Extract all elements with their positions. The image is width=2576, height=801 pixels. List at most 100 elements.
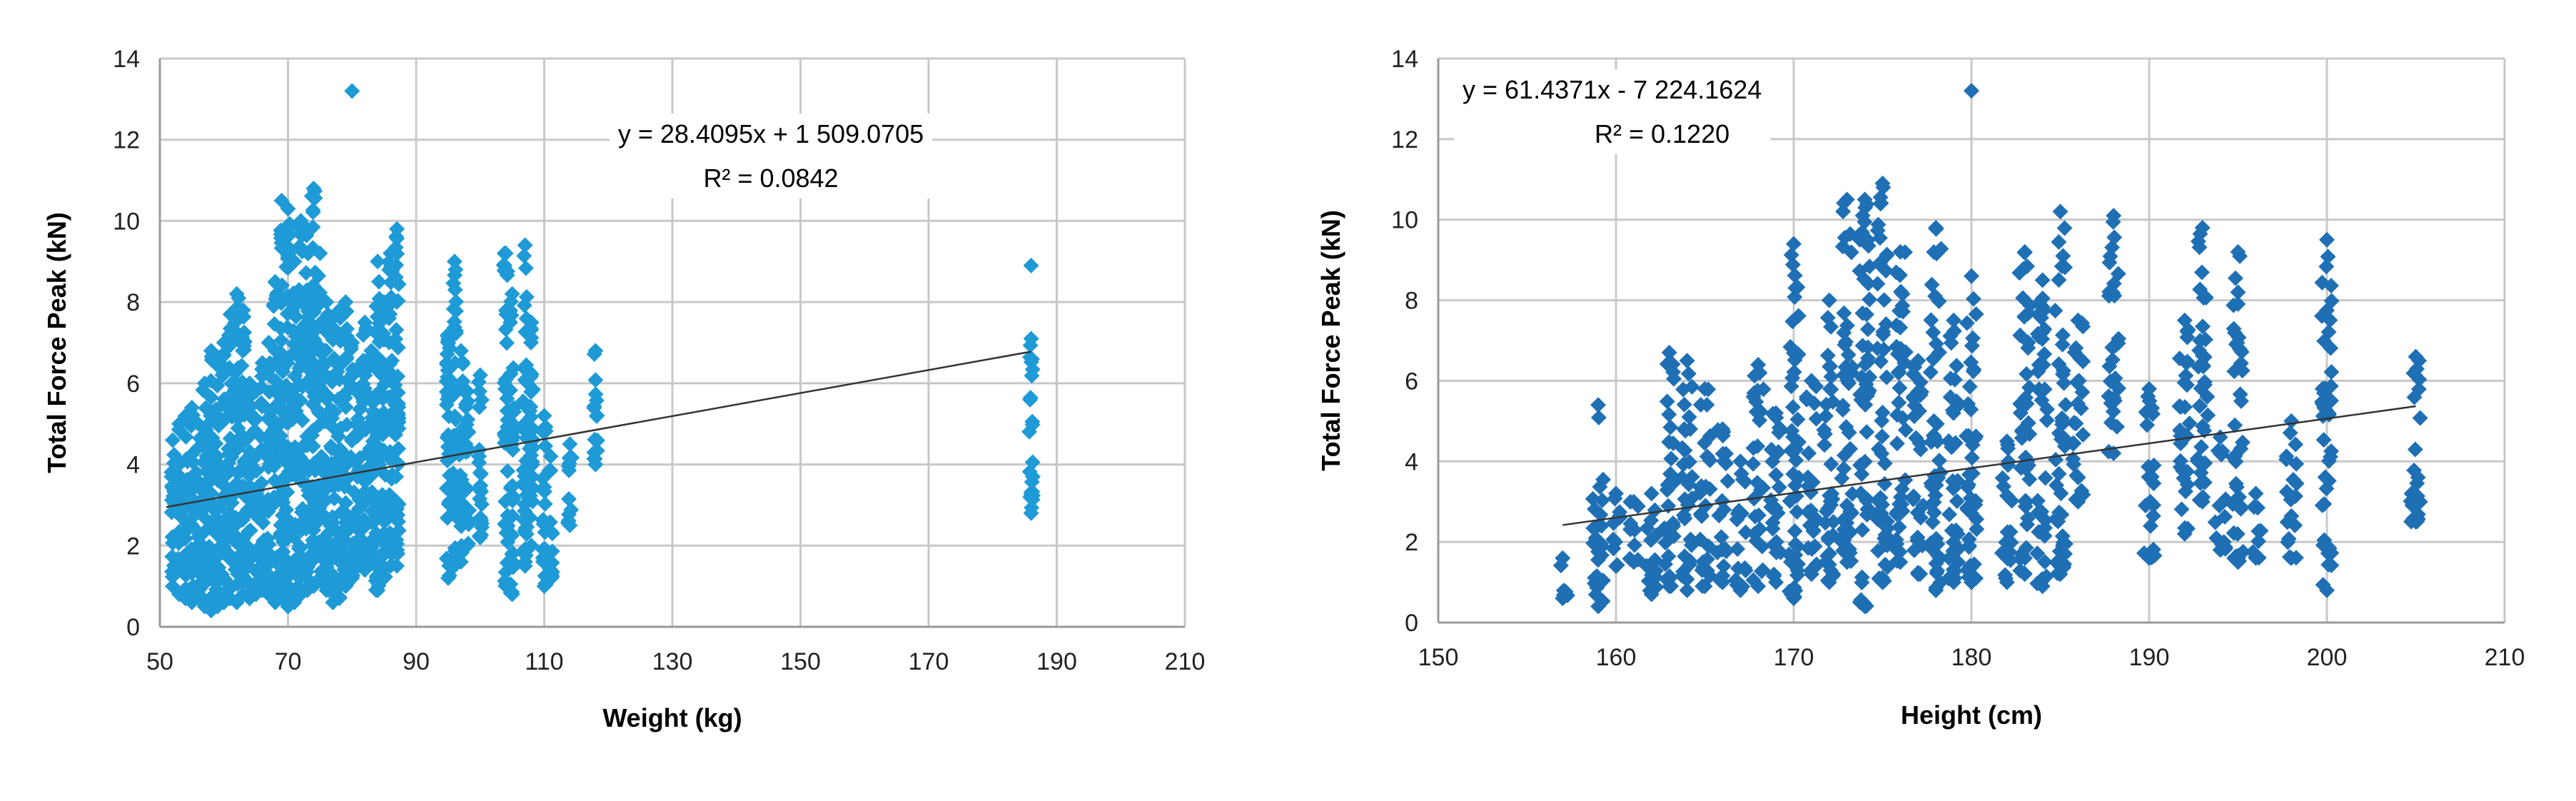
data-point <box>446 319 463 336</box>
data-point <box>1891 267 1908 283</box>
r-squared-label: R² = 0.0842 <box>703 163 838 193</box>
data-point <box>1923 497 1939 513</box>
data-point <box>2410 381 2427 398</box>
data-point <box>2012 327 2029 343</box>
data-point <box>496 263 512 279</box>
data-point <box>2055 248 2071 264</box>
data-point <box>2075 318 2091 335</box>
y-tick-label: 6 <box>126 371 140 398</box>
data-point <box>323 401 339 418</box>
data-point <box>1928 555 1944 572</box>
data-point <box>2197 331 2213 348</box>
data-point <box>2034 573 2050 590</box>
data-point <box>1926 244 1942 261</box>
data-point <box>1661 406 1677 423</box>
data-point <box>1594 538 1610 555</box>
data-point <box>1643 512 1660 528</box>
data-point <box>1842 440 1859 457</box>
data-point <box>1852 226 1868 243</box>
data-point <box>350 500 367 517</box>
data-point <box>2034 272 2051 288</box>
data-point <box>2036 303 2052 319</box>
data-point <box>2323 443 2340 460</box>
data-point <box>2029 545 2046 562</box>
data-point <box>440 335 457 351</box>
data-point <box>522 510 538 526</box>
data-point <box>542 448 559 465</box>
x-tick-label: 110 <box>525 648 563 675</box>
x-tick-label: 170 <box>909 648 949 675</box>
data-point <box>1906 359 1923 376</box>
data-point <box>234 329 251 346</box>
data-point <box>1750 578 1767 595</box>
data-point <box>1786 364 1802 381</box>
data-point <box>1929 565 1945 581</box>
gridlines <box>158 57 1186 628</box>
data-point <box>1643 532 1660 548</box>
data-point <box>208 435 224 452</box>
data-point <box>1745 455 1762 472</box>
data-point <box>1699 551 1715 568</box>
data-point <box>2102 248 2118 265</box>
data-point <box>1789 279 1806 296</box>
data-point <box>2194 318 2211 335</box>
data-point <box>502 382 518 398</box>
data-point <box>2250 500 2266 516</box>
data-point <box>2288 436 2304 453</box>
data-point <box>455 354 471 371</box>
data-point <box>390 513 406 530</box>
data-point <box>2193 438 2210 455</box>
data-point <box>356 495 373 511</box>
data-point <box>2021 471 2038 488</box>
data-point <box>505 417 521 433</box>
data-point <box>543 523 560 540</box>
data-point <box>305 438 321 455</box>
data-point <box>1716 501 1732 518</box>
data-point <box>1875 326 1891 343</box>
data-point <box>2218 491 2234 508</box>
data-point <box>203 389 219 405</box>
data-point <box>1657 535 1674 551</box>
data-point <box>1999 488 2015 504</box>
data-point <box>2056 375 2072 391</box>
data-point <box>1859 491 1875 508</box>
data-point <box>2251 550 2267 566</box>
data-point <box>2108 418 2125 435</box>
data-point <box>1857 213 1873 230</box>
data-point <box>521 440 537 457</box>
data-point <box>1949 493 1965 509</box>
data-point <box>1605 531 1622 548</box>
data-point <box>2196 373 2213 390</box>
data-point <box>370 253 386 270</box>
data-point <box>2179 323 2196 340</box>
data-point <box>1999 550 2016 567</box>
data-point <box>390 420 407 437</box>
data-point <box>1875 179 1891 196</box>
data-point <box>2191 342 2208 358</box>
data-point <box>502 314 518 331</box>
data-point <box>2049 477 2065 493</box>
data-point <box>1961 531 1977 548</box>
data-point <box>1660 498 1677 514</box>
data-point <box>1923 434 1939 450</box>
data-point <box>338 294 354 311</box>
data-point <box>338 303 355 320</box>
data-point <box>2054 528 2071 545</box>
data-point <box>2140 458 2156 475</box>
data-point <box>1677 548 1693 565</box>
data-point <box>2288 550 2304 566</box>
data-point <box>1926 413 1942 429</box>
data-point <box>1789 567 1806 583</box>
data-point <box>1897 422 1914 438</box>
data-point <box>1805 523 1822 540</box>
data-point <box>1822 488 1838 504</box>
data-point <box>1729 540 1746 557</box>
data-point <box>286 253 303 270</box>
data-point <box>2178 377 2195 393</box>
x-axis-title: Height (cm) <box>1901 700 2042 730</box>
y-tick-label: 6 <box>1405 368 1418 395</box>
data-point <box>504 555 520 572</box>
data-point <box>2004 493 2020 509</box>
data-point <box>1804 540 1820 557</box>
data-point <box>1965 291 1981 307</box>
